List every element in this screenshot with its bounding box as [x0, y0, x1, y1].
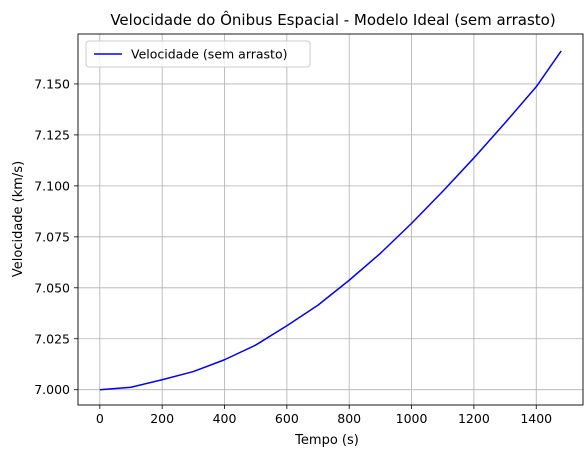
legend-box: [85, 40, 311, 68]
x-tick-label: 400: [213, 411, 237, 426]
x-tick-label: 600: [275, 411, 299, 426]
y-tick-label: 7.000: [34, 382, 70, 397]
series-line-velocidade: [99, 50, 562, 391]
chart-title: Velocidade do Ônibus Espacial - Modelo I…: [110, 10, 555, 29]
x-tick-label: 200: [150, 411, 174, 426]
grid: [78, 34, 583, 405]
legend: Velocidade (sem arrasto): [85, 40, 311, 68]
y-tick-label: 7.025: [34, 331, 70, 346]
x-tick-label: 1400: [520, 411, 552, 426]
series-layer: [99, 50, 562, 391]
y-tick-label: 7.100: [34, 178, 70, 193]
y-tick-label: 7.075: [34, 229, 70, 244]
y-tick-label: 7.150: [34, 76, 70, 91]
x-tick-label: 800: [337, 411, 361, 426]
x-tick-label: 0: [96, 411, 104, 426]
x-tick-label: 1200: [458, 411, 490, 426]
legend-label: Velocidade (sem arrasto): [131, 47, 287, 62]
x-tick-label: 1000: [396, 411, 428, 426]
y-tick-label: 7.050: [34, 280, 70, 295]
y-axis-ticks: 7.000 7.025 7.050 7.075 7.100 7.125 7.150: [34, 76, 78, 397]
x-axis-label: Tempo (s): [294, 433, 359, 448]
y-axis-label: Velocidade (km/s): [11, 161, 26, 277]
plot-frame: [77, 33, 584, 406]
x-axis-ticks: 0 200 400 600 800 1000 1200 1400: [96, 405, 552, 426]
y-tick-label: 7.125: [34, 127, 70, 142]
